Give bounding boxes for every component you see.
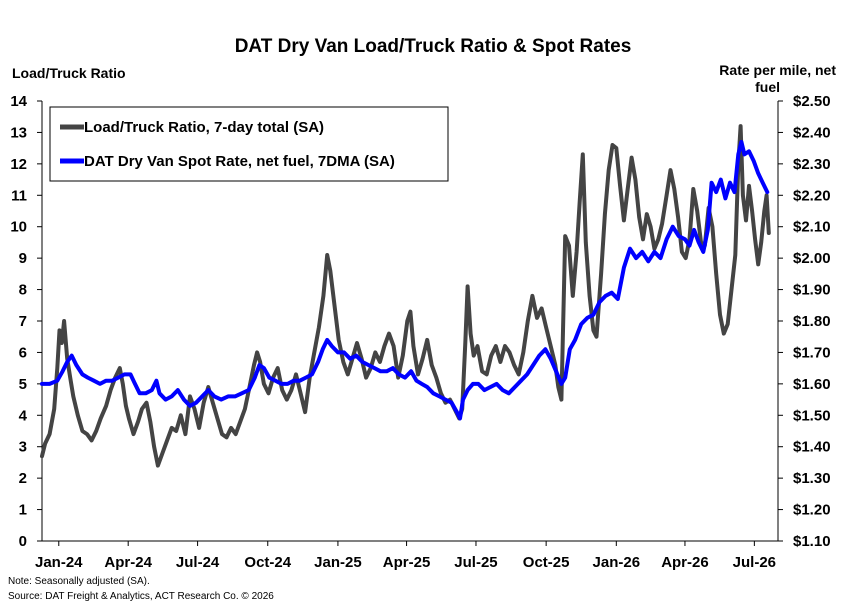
legend-label-load-truck: Load/Truck Ratio, 7-day total (SA) bbox=[84, 119, 324, 136]
y-left-tick-label: 10 bbox=[10, 219, 27, 236]
x-tick-label: Jul-24 bbox=[176, 554, 220, 571]
series-layer bbox=[40, 124, 771, 468]
y-left-tick-label: 3 bbox=[19, 439, 27, 456]
y-left-tick-label: 9 bbox=[19, 250, 27, 267]
y-right-tick-label: $2.50 bbox=[793, 93, 831, 110]
y-right-tick-label: $1.40 bbox=[793, 439, 831, 456]
y-left-axis-label: Load/Truck Ratio bbox=[12, 65, 126, 81]
x-tick-label: Apr-26 bbox=[661, 554, 709, 571]
y-right-ticks: $1.10 $1.20 $1.30 $1.40 $1.50 $1.60 $1.70 $1.80… bbox=[778, 93, 831, 550]
x-tick-label: Jul-25 bbox=[454, 554, 497, 571]
series-line-spot-rate bbox=[40, 139, 770, 421]
y-right-tick-label: $1.80 bbox=[793, 313, 831, 330]
y-right-tick-label: $1.20 bbox=[793, 502, 831, 519]
y-right-tick-label: $1.60 bbox=[793, 376, 831, 393]
y-right-tick-label: $2.10 bbox=[793, 219, 831, 236]
y-left-tick-label: 13 bbox=[10, 124, 27, 141]
x-tick-label: Oct-24 bbox=[244, 554, 291, 571]
y-left-tick-label: 7 bbox=[19, 313, 27, 330]
x-ticks: Jan-24 Apr-24 Jul-24 Oct-24 Jan-25 Apr-25 Jul-… bbox=[35, 541, 776, 571]
y-right-tick-label: $1.90 bbox=[793, 282, 831, 299]
y-right-tick-label: $2.30 bbox=[793, 156, 831, 173]
y-right-tick-label: $2.40 bbox=[793, 124, 831, 141]
legend-box bbox=[49, 106, 449, 182]
chart-title: DAT Dry Van Load/Truck Ratio & Spot Rate… bbox=[235, 36, 632, 57]
y-left-tick-label: 6 bbox=[19, 344, 27, 361]
y-left-tick-label: 8 bbox=[19, 282, 27, 299]
x-tick-label: Apr-24 bbox=[104, 554, 152, 571]
x-tick-label: Apr-25 bbox=[383, 554, 431, 571]
y-left-tick-label: 12 bbox=[10, 156, 27, 173]
legend: Load/Truck Ratio, 7-day total (SA) DAT D… bbox=[49, 106, 449, 182]
y-left-tick-label: 4 bbox=[19, 407, 28, 424]
y-right-tick-label: $1.10 bbox=[793, 533, 831, 550]
y-left-tick-label: 14 bbox=[10, 93, 27, 110]
y-left-tick-label: 5 bbox=[19, 376, 27, 393]
source-note: Source: DAT Freight & Analytics, ACT Res… bbox=[8, 591, 274, 602]
x-tick-label: Jan-24 bbox=[35, 554, 83, 571]
series-line-load-truck-ratio bbox=[40, 124, 771, 468]
y-right-axis-label-line2: fuel bbox=[755, 79, 780, 95]
y-left-tick-label: 11 bbox=[11, 187, 27, 204]
y-right-axis-label-line1: Rate per mile, net bbox=[719, 62, 836, 78]
x-tick-label: Jul-26 bbox=[733, 554, 776, 571]
x-tick-label: Jan-25 bbox=[314, 554, 362, 571]
legend-label-spot-rate: DAT Dry Van Spot Rate, net fuel, 7DMA (S… bbox=[84, 153, 395, 170]
y-right-tick-label: $1.50 bbox=[793, 407, 831, 424]
y-right-tick-label: $2.20 bbox=[793, 187, 831, 204]
y-right-tick-label: $2.00 bbox=[793, 250, 831, 267]
y-right-tick-label: $1.30 bbox=[793, 470, 831, 487]
y-left-tick-label: 2 bbox=[19, 470, 27, 487]
y-right-tick-label: $1.70 bbox=[793, 344, 831, 361]
footnote: Note: Seasonally adjusted (SA). bbox=[8, 576, 150, 587]
x-tick-label: Jan-26 bbox=[593, 554, 641, 571]
y-left-tick-label: 0 bbox=[19, 533, 27, 550]
y-left-tick-label: 1 bbox=[19, 502, 27, 519]
x-tick-label: Oct-25 bbox=[523, 554, 570, 571]
